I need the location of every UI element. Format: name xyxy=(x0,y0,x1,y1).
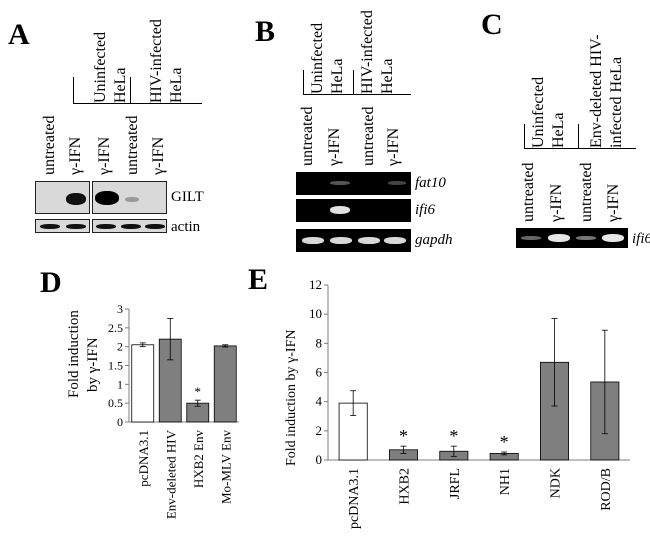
blot-label-gilt: GILT xyxy=(171,189,204,205)
group-divider xyxy=(353,70,354,94)
blot-band xyxy=(125,197,139,202)
y-tick-label: 12 xyxy=(309,277,322,292)
blot-band xyxy=(66,193,86,205)
gene-label-ifi6: ifi6 xyxy=(415,202,436,218)
category-label: pcDNA3.1 xyxy=(136,430,151,487)
y-tick-label: 1 xyxy=(117,377,123,391)
group-divider xyxy=(578,124,579,148)
blot-band xyxy=(121,224,141,229)
gene-label-gapdh: gapdh xyxy=(415,232,453,248)
panel-b-letter: B xyxy=(255,15,276,48)
category-label: HXB2 Env xyxy=(191,430,206,489)
y-tick-label: 4 xyxy=(316,394,323,409)
panel-e-letter: E xyxy=(248,263,269,296)
y-tick-label: 8 xyxy=(316,335,323,350)
blot-band xyxy=(95,191,119,205)
gel-ifi6-c xyxy=(516,228,628,248)
category-label: HXB2 xyxy=(398,468,413,505)
gel-gapdh xyxy=(296,229,411,252)
category-label: NH1 xyxy=(498,468,513,495)
y-tick-label: 0 xyxy=(117,415,123,429)
gel-band xyxy=(548,234,570,242)
panel-a-letter: A xyxy=(8,18,30,51)
panel-c-letter: C xyxy=(481,8,503,41)
gel-band xyxy=(388,181,406,185)
panel-b-header: Uninfected HeLa HIV-infected HeLa untrea… xyxy=(295,0,425,170)
gel-band xyxy=(521,236,541,240)
category-label: Env-deleted HIV xyxy=(163,429,178,519)
group-underline xyxy=(578,148,636,149)
gel-band xyxy=(330,237,352,244)
group-divider xyxy=(524,124,525,148)
gel-ifi6 xyxy=(296,199,411,222)
y-tick-label: 2.5 xyxy=(108,321,123,335)
group-divider xyxy=(130,77,131,103)
gilt-blot-right xyxy=(92,181,167,214)
group-divider xyxy=(73,77,74,103)
blot-band xyxy=(66,224,86,229)
group-divider xyxy=(303,70,304,94)
gel-band xyxy=(602,234,624,242)
gel-band xyxy=(576,236,596,240)
significance-star: * xyxy=(399,426,408,446)
group-underline xyxy=(353,94,411,95)
blot-band xyxy=(40,224,60,229)
gilt-blot-left xyxy=(35,181,90,214)
gene-label-fat10: fat10 xyxy=(415,175,446,191)
panel-a-header: Uninfected HeLa HIV-infected HeLa untrea… xyxy=(35,0,215,175)
blot-label-actin: actin xyxy=(171,219,201,235)
significance-star: * xyxy=(449,426,458,446)
category-label: NDK xyxy=(549,468,564,498)
group-underline xyxy=(303,94,361,95)
gel-band xyxy=(330,181,350,185)
significance-star: * xyxy=(500,432,509,452)
category-label: Mo-MLV Env xyxy=(218,430,233,505)
blot-band xyxy=(96,224,116,229)
gel-band xyxy=(384,237,406,244)
y-tick-label: 2 xyxy=(316,423,323,438)
group-underline xyxy=(130,103,202,104)
group-underline xyxy=(524,148,580,149)
gel-fat10 xyxy=(296,172,411,195)
group-underline xyxy=(73,103,153,104)
panel-d-letter: D xyxy=(40,266,62,299)
y-tick-label: 0 xyxy=(316,452,323,467)
gel-band xyxy=(302,237,324,244)
y-tick-label: 2 xyxy=(117,340,123,354)
gel-band xyxy=(330,206,350,214)
y-tick-label: 0.5 xyxy=(108,396,123,410)
y-tick-label: 10 xyxy=(309,306,322,321)
actin-blot-left xyxy=(35,219,90,233)
y-tick-label: 6 xyxy=(316,365,323,380)
gene-label-ifi6-c: ifi6 xyxy=(632,231,650,247)
gel-band xyxy=(358,237,380,244)
y-tick-label: 1.5 xyxy=(108,359,123,373)
y-tick-label: 3 xyxy=(117,302,123,316)
category-label: pcDNA3.1 xyxy=(347,468,362,529)
actin-blot-right xyxy=(92,219,167,233)
category-label: JRFL xyxy=(448,468,463,499)
panel-c-header: Uninfected HeLa Env-deleted HIV- infecte… xyxy=(508,0,650,225)
category-label: ROD/B xyxy=(599,468,614,511)
blot-band xyxy=(145,224,165,229)
significance-star: * xyxy=(195,384,202,399)
